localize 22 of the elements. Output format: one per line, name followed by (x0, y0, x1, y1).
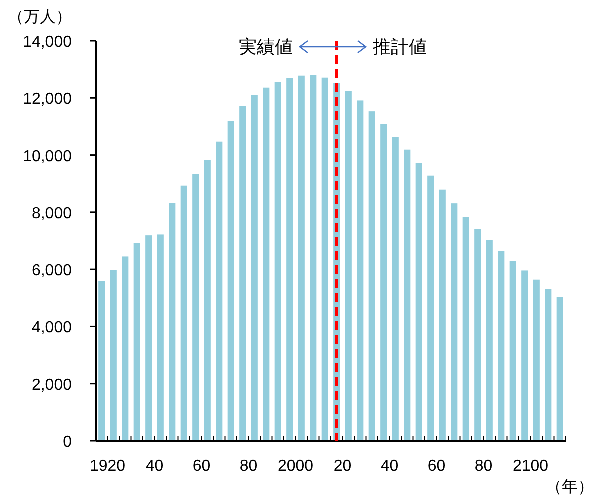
x-tick-label: 60 (428, 458, 446, 475)
x-tick-label: 40 (146, 458, 164, 475)
x-axis-title: （年） (546, 479, 594, 496)
x-tick-label: 40 (380, 458, 399, 475)
annotation: 実績値 (239, 37, 293, 57)
x-tick-label: 20 (334, 458, 352, 475)
y-tick-label: 12,000 (23, 91, 72, 108)
y-tick-label: 4,000 (32, 320, 72, 337)
x-tick-label: 2000 (278, 458, 314, 475)
y-tick-label: 8,000 (32, 205, 72, 222)
x-tick-label: 80 (240, 458, 258, 475)
x-tick-label: 80 (474, 458, 493, 475)
x-tick-label: 60 (192, 458, 211, 475)
y-tick-label: 14,000 (23, 34, 72, 51)
y-tick-label: 10,000 (23, 148, 72, 166)
y-axis-title: （万人） (8, 9, 72, 26)
y-tick-label: 2,000 (32, 376, 72, 394)
annotation: 推計値 (373, 37, 427, 57)
y-tick-label: 0 (63, 434, 72, 451)
y-tick-label: 6,000 (32, 262, 72, 280)
x-tick-label: 1920 (90, 458, 126, 475)
x-tick-label: 2100 (512, 458, 549, 475)
